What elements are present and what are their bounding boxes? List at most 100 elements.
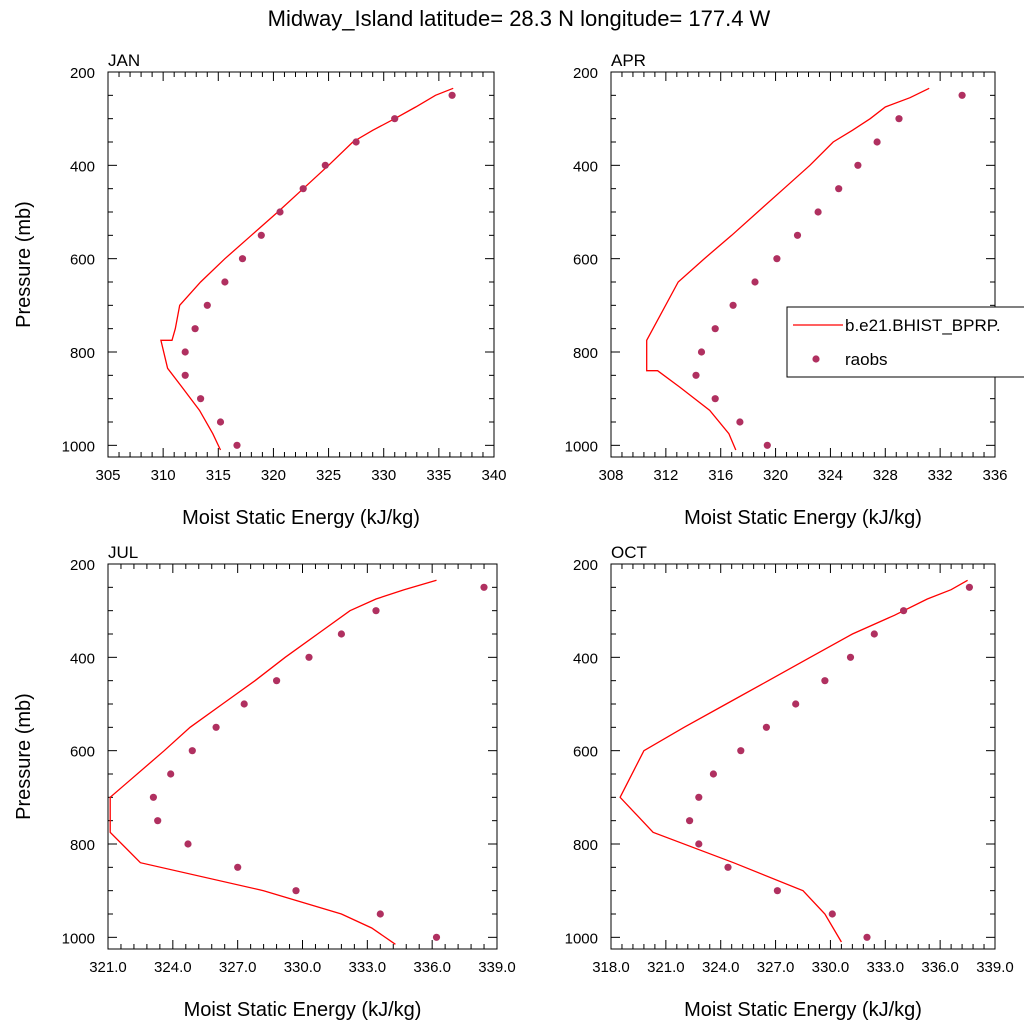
raobs-point (686, 817, 694, 825)
x-tick-label: 308 (598, 467, 623, 484)
raobs-point (870, 630, 878, 638)
raobs-point (352, 138, 360, 146)
x-tick-label: 321.0 (647, 959, 685, 976)
panel-jul: 321.0 324.0 327.0 330.0 333.0 336.0 339.0 200 40… (13, 543, 516, 1021)
raobs-point (854, 161, 862, 169)
x-tick-label: 332 (928, 467, 953, 484)
raobs-point (846, 653, 855, 661)
x-tick-label: 324.0 (154, 959, 192, 976)
raobs-point (257, 231, 265, 239)
y-tick-label: 800 (70, 345, 95, 362)
raobs-point (773, 255, 781, 263)
legend-label-raobs: raobs (845, 350, 888, 369)
y-tick-label: 600 (573, 252, 598, 269)
raobs-point (197, 395, 205, 403)
y-axis-label: Pressure (mb) (13, 201, 35, 328)
panel-oct: 318.0 321.0 324.0 327.0 330.0 333.0 336.0 339.0… (565, 543, 1014, 1021)
raobs-point (792, 700, 800, 708)
x-tick-label: 324.0 (702, 959, 740, 976)
raobs-point (711, 395, 719, 403)
raobs-point (697, 348, 706, 356)
y-tick-label: 800 (573, 345, 598, 362)
y-tick-label: 1000 (62, 438, 95, 455)
legend: b.e21.BHIST_BPRP.raobs (786, 306, 1024, 378)
y-tick-label: 1000 (565, 930, 598, 947)
x-tick-label: 320 (763, 467, 788, 484)
x-tick-label: 333.0 (867, 959, 905, 976)
x-tick-label: 339.0 (478, 959, 516, 976)
y-tick-label: 800 (573, 837, 598, 854)
x-tick-label: 318.0 (592, 959, 630, 976)
x-tick-label: 335 (426, 467, 451, 484)
y-tick-label: 200 (573, 65, 598, 82)
plot-frame (610, 71, 996, 458)
x-axis-label: Moist Static Energy (kJ/kg) (184, 999, 422, 1021)
x-tick-label: 305 (95, 467, 120, 484)
x-tick-label: 328 (873, 467, 898, 484)
raobs-point (763, 441, 771, 449)
raobs-point (216, 418, 225, 426)
raobs-point (773, 887, 782, 895)
raobs-point (958, 91, 966, 99)
raobs-point (149, 793, 157, 801)
raobs-point (299, 185, 307, 193)
panel-jan: 305 310 315 320 325 330 335 340 200 400 600 800 1000… (13, 51, 507, 529)
legend-marker-swatch (812, 355, 820, 363)
raobs-point (234, 863, 242, 871)
panel-label: OCT (611, 543, 647, 562)
raobs-point (835, 185, 843, 193)
panels: 305 310 315 320 325 330 335 340 200 400 600 800 1000… (13, 51, 1014, 1021)
x-tick-label: 333.0 (349, 959, 387, 976)
raobs-point (191, 325, 199, 333)
x-tick-label: 310 (151, 467, 176, 484)
y-tick-label: 1000 (565, 438, 598, 455)
raobs-point (692, 371, 700, 379)
x-tick-label: 320 (261, 467, 286, 484)
raobs-point (711, 325, 719, 333)
y-tick-label: 200 (573, 557, 598, 574)
raobs-point (814, 208, 822, 216)
y-tick-label: 200 (70, 65, 95, 82)
y-tick-label: 400 (573, 650, 598, 667)
raobs-point (233, 441, 241, 449)
raobs-point (292, 887, 300, 895)
raobs-point (372, 607, 380, 615)
raobs-point (709, 770, 718, 778)
y-tick-label: 400 (70, 650, 95, 667)
y-tick-label: 800 (70, 837, 95, 854)
raobs-point (212, 723, 220, 731)
x-tick-label: 339.0 (976, 959, 1014, 976)
raobs-point (448, 91, 456, 99)
y-tick-label: 600 (70, 252, 95, 269)
raobs-point (221, 278, 229, 286)
raobs-point (724, 863, 732, 871)
y-axis-label: Pressure (mb) (13, 693, 35, 820)
raobs-point (273, 677, 281, 685)
x-tick-label: 336.0 (413, 959, 451, 976)
raobs-point (391, 115, 399, 123)
raobs-point (337, 630, 345, 638)
raobs-point (154, 817, 162, 825)
raobs-point (184, 840, 192, 848)
y-tick-label: 400 (573, 158, 598, 175)
legend-label-model: b.e21.BHIST_BPRP. (845, 316, 1001, 335)
raobs-point (821, 677, 829, 685)
raobs-point (181, 348, 189, 356)
x-tick-label: 315 (206, 467, 231, 484)
raobs-point (751, 278, 759, 286)
raobs-point (238, 255, 247, 263)
figure-title: Midway_Island latitude= 28.3 N longitude… (268, 6, 771, 31)
raobs-point (240, 700, 248, 708)
x-tick-label: 330.0 (812, 959, 850, 976)
raobs-point (181, 371, 189, 379)
y-tick-label: 600 (573, 744, 598, 761)
raobs-point (737, 747, 745, 755)
raobs-point (873, 138, 881, 146)
raobs-point (965, 583, 974, 591)
panel-label: JUL (108, 543, 138, 562)
raobs-point (895, 115, 903, 123)
x-tick-label: 327.0 (219, 959, 257, 976)
raobs-point (376, 910, 384, 918)
x-axis-label: Moist Static Energy (kJ/kg) (684, 507, 922, 529)
